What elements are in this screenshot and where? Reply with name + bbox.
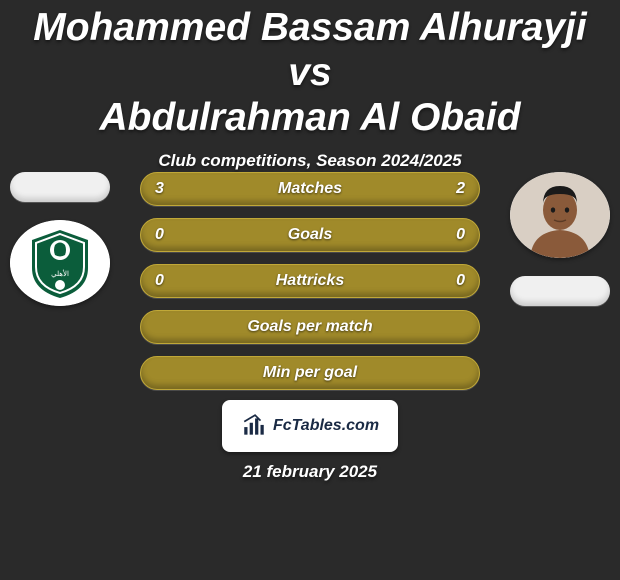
stat-bar: 0 Goals 0	[140, 218, 480, 252]
stat-bars: 3 Matches 2 0 Goals 0 0 Hattricks 0 Goal…	[140, 172, 480, 390]
club-crest-icon: الأهلي	[10, 220, 110, 306]
comparison-subtitle: Club competitions, Season 2024/2025	[0, 151, 620, 171]
player-left-group: الأهلي	[10, 172, 110, 306]
stat-bar: Goals per match	[140, 310, 480, 344]
stat-bar: Min per goal	[140, 356, 480, 390]
player-photo-icon	[510, 172, 610, 258]
stat-label: Min per goal	[263, 364, 357, 382]
bar-chart-icon	[241, 413, 267, 439]
stat-label: Goals	[288, 226, 332, 244]
comparison-title: Mohammed Bassam Alhurayji vs Abdulrahman…	[0, 0, 620, 151]
stat-value-right: 2	[456, 180, 465, 198]
stat-bar: 3 Matches 2	[140, 172, 480, 206]
source-badge[interactable]: FcTables.com	[222, 400, 398, 452]
stat-label: Matches	[278, 180, 342, 198]
player-right-group	[510, 172, 610, 306]
generated-date: 21 february 2025	[0, 462, 620, 482]
title-line-2: Abdulrahman Al Obaid	[99, 96, 520, 139]
country-pill-left	[10, 172, 110, 202]
stat-value-left: 0	[155, 272, 164, 290]
stat-value-right: 0	[456, 272, 465, 290]
player-left-avatar: الأهلي	[10, 220, 110, 306]
stat-bar: 0 Hattricks 0	[140, 264, 480, 298]
stat-label: Goals per match	[247, 318, 372, 336]
source-badge-text: FcTables.com	[273, 417, 379, 435]
stat-label: Hattricks	[276, 272, 344, 290]
stat-value-right: 0	[456, 226, 465, 244]
stat-value-left: 0	[155, 226, 164, 244]
stat-value-left: 3	[155, 180, 164, 198]
country-pill-right	[510, 276, 610, 306]
title-line-1: Mohammed Bassam Alhurayji vs	[33, 6, 586, 94]
player-right-avatar	[510, 172, 610, 258]
